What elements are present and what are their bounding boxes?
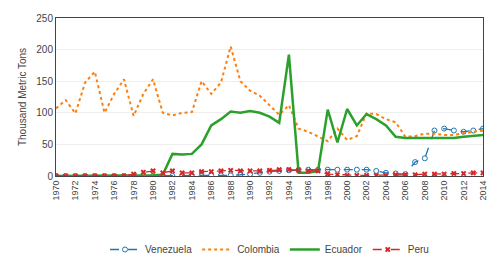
svg-text:1982: 1982: [167, 181, 177, 201]
svg-text:1996: 1996: [303, 181, 313, 201]
svg-text:2008: 2008: [420, 181, 430, 201]
svg-text:2014: 2014: [478, 181, 488, 201]
svg-text:1998: 1998: [323, 181, 333, 201]
svg-text:1988: 1988: [226, 181, 236, 201]
svg-text:2002: 2002: [361, 181, 371, 201]
svg-text:Colombia: Colombia: [237, 244, 280, 255]
svg-text:2000: 2000: [342, 181, 352, 201]
svg-text:1972: 1972: [70, 181, 80, 201]
svg-text:Thousand Metric Tons: Thousand Metric Tons: [17, 48, 28, 146]
svg-text:Ecuador: Ecuador: [325, 244, 363, 255]
svg-text:1984: 1984: [187, 181, 197, 201]
svg-text:2004: 2004: [381, 181, 391, 201]
svg-text:1978: 1978: [129, 181, 139, 201]
svg-text:2006: 2006: [400, 181, 410, 201]
svg-text:1986: 1986: [206, 181, 216, 201]
svg-text:2010: 2010: [439, 181, 449, 201]
svg-text:100: 100: [36, 107, 53, 118]
svg-text:1974: 1974: [90, 181, 100, 201]
svg-text:150: 150: [36, 76, 53, 87]
svg-text:0: 0: [47, 171, 53, 182]
svg-text:200: 200: [36, 44, 53, 55]
svg-text:1980: 1980: [148, 181, 158, 201]
svg-text:1976: 1976: [109, 181, 119, 201]
svg-text:1992: 1992: [264, 181, 274, 201]
svg-text:1990: 1990: [245, 181, 255, 201]
svg-text:1994: 1994: [284, 181, 294, 201]
svg-text:50: 50: [42, 139, 54, 150]
svg-text:1970: 1970: [51, 181, 61, 201]
svg-text:250: 250: [36, 13, 53, 24]
svg-text:Venezuela: Venezuela: [145, 244, 192, 255]
svg-text:2012: 2012: [459, 181, 469, 201]
svg-text:Peru: Peru: [408, 244, 429, 255]
